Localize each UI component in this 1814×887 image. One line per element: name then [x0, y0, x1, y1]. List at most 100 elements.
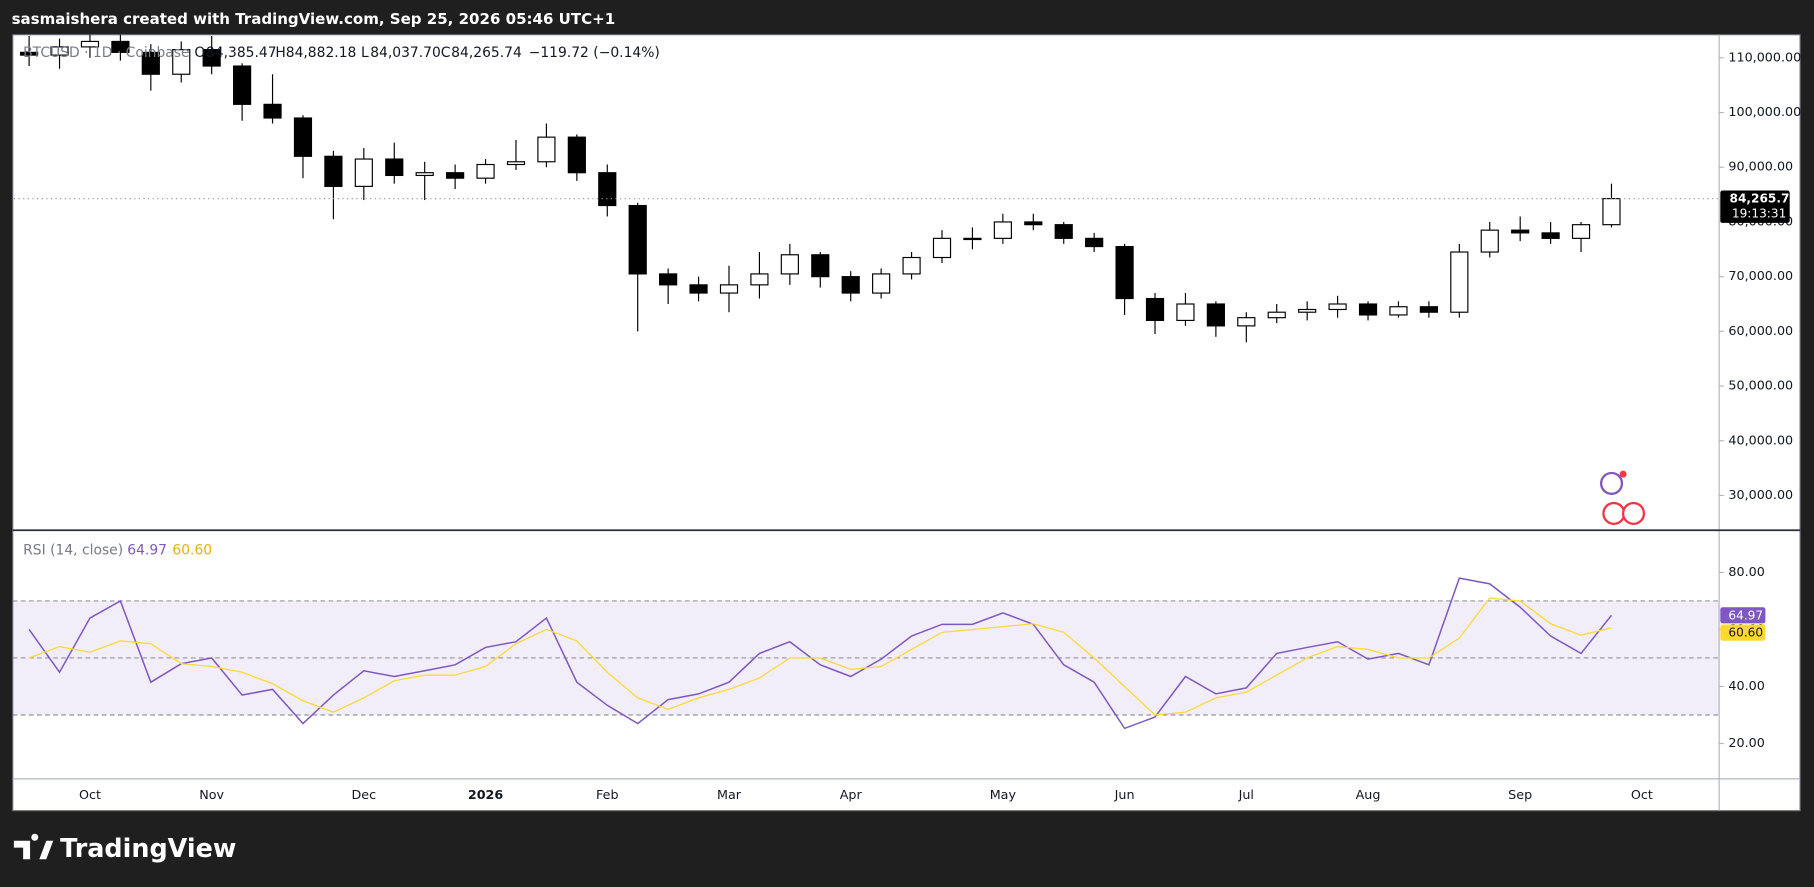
rsi-tag — [1720, 607, 1766, 624]
icon — [1619, 470, 1627, 478]
candle-body — [1115, 245, 1134, 300]
candle-body — [324, 155, 343, 187]
brand: TradingView — [60, 833, 236, 863]
rsi-legend: RSI (14, close) 64.97 60.60 — [23, 542, 212, 558]
candle-body — [811, 254, 830, 278]
quote-value: 84,037.70 — [370, 45, 441, 61]
quote-value: 84,265.74 — [451, 45, 522, 61]
y-tick-label: 40.00 — [1728, 678, 1764, 693]
x-tick-label: Aug — [1356, 787, 1381, 802]
price-legend: BTCUSD · 1D · Coinbase O 84,385.47 H 84,… — [23, 45, 660, 61]
quote-value: 84,882.18 — [286, 45, 357, 61]
candle-body — [1511, 229, 1530, 234]
x-tick-label: 2026 — [468, 787, 504, 802]
candle-body — [1298, 308, 1317, 313]
candle-body — [1024, 221, 1043, 226]
candle-body — [1176, 303, 1195, 321]
candle-body — [902, 256, 921, 275]
rsi-tag-label: 64.97 — [1728, 608, 1763, 622]
candle-body — [80, 40, 100, 48]
candle-body — [1389, 306, 1408, 316]
x-tick-label: May — [990, 787, 1017, 802]
candle-body — [111, 40, 130, 53]
last-price-label: 84,265.74 — [1730, 192, 1798, 206]
rsi-ma-tag-label: 60.60 — [1728, 626, 1763, 640]
rsi-ma-tag — [1720, 624, 1766, 641]
candle-body — [598, 172, 617, 207]
candle-body — [1267, 311, 1286, 319]
candle-body — [1541, 232, 1560, 239]
candle-body — [750, 273, 769, 286]
candle-body — [659, 273, 678, 286]
candle-body — [354, 158, 373, 187]
logo-mark — [13, 833, 54, 860]
y-tick-label: 60,000.00 — [1728, 323, 1793, 338]
brand-logo: TradingView — [13, 833, 236, 863]
flag-icon — [1602, 501, 1626, 526]
candle-body — [415, 172, 434, 177]
rsi-line — [28, 597, 1612, 716]
candle-body — [841, 276, 860, 294]
attribution: sasmaishera created with TradingView.com… — [12, 10, 616, 28]
candle-body — [1145, 297, 1165, 321]
x-tick-label: Oct — [79, 787, 101, 802]
x-tick-label: Dec — [352, 787, 377, 802]
y-tick-label: 40,000.00 — [1728, 432, 1793, 447]
candle-body — [780, 254, 799, 275]
x-tick-label: Mar — [717, 787, 742, 802]
x-tick-label: Jun — [1114, 787, 1135, 802]
y-tick-label: 70,000.00 — [1728, 268, 1793, 283]
rsi-ma-value: 60.60 — [172, 542, 212, 558]
quote-change: −119.72 (−0.14%) — [529, 45, 660, 61]
candle-body — [19, 51, 39, 56]
candle-body — [50, 46, 69, 56]
candle-body — [293, 117, 313, 157]
axes: 30,000.00 40,000.00 50,000.00 60,000.00 70,0… — [79, 49, 1801, 802]
y-tick-label: 30,000.00 — [1728, 487, 1793, 502]
candle-body — [719, 284, 739, 294]
y-tick-label: 100,000.00 — [1728, 104, 1801, 119]
countdown: 19:13:31 — [1732, 207, 1786, 221]
icon — [1599, 471, 1624, 495]
candle-body — [506, 161, 526, 166]
candle-body — [172, 49, 191, 75]
quote-label: L — [361, 45, 369, 61]
flag-icon — [1621, 501, 1646, 526]
candle-body — [1480, 229, 1499, 253]
candle-body — [1602, 198, 1621, 226]
candle-body — [202, 49, 221, 67]
x-tick-label: Apr — [840, 787, 863, 802]
candle-body — [141, 51, 160, 75]
y-tick-label: 90,000.00 — [1728, 159, 1793, 174]
candle-body — [1085, 237, 1104, 248]
x-tick-label: Oct — [1631, 787, 1653, 802]
quote-label: H — [275, 45, 285, 61]
symbol: BTCUSD · 1D · Coinbase — [23, 45, 189, 61]
candle-body — [932, 237, 952, 259]
candle-body — [993, 221, 1012, 239]
candle-body — [872, 273, 891, 294]
event-icons — [1599, 470, 1646, 526]
candle-body — [689, 284, 708, 294]
candle-body — [1450, 251, 1469, 313]
y-tick-label: 110,000.00 — [1728, 49, 1801, 64]
candle-body — [476, 163, 495, 179]
quote-value: 84,385.47 — [206, 45, 277, 61]
candle-body — [1206, 303, 1225, 327]
y-tick-label: 20.00 — [1728, 735, 1764, 750]
rsi-value: 64.97 — [127, 542, 167, 558]
candle-body — [1328, 303, 1347, 311]
rsi-title: RSI (14, close) — [23, 542, 123, 558]
candle-body — [537, 136, 556, 163]
x-tick-label: Nov — [199, 787, 224, 802]
candle-body — [1358, 303, 1378, 316]
candle-body — [628, 204, 647, 275]
x-tick-label: Feb — [596, 787, 619, 802]
candle-body — [263, 103, 282, 119]
candle-body — [1419, 306, 1438, 313]
candle-body — [446, 172, 465, 179]
quote-label: O — [194, 45, 205, 61]
candle-body — [233, 65, 252, 105]
